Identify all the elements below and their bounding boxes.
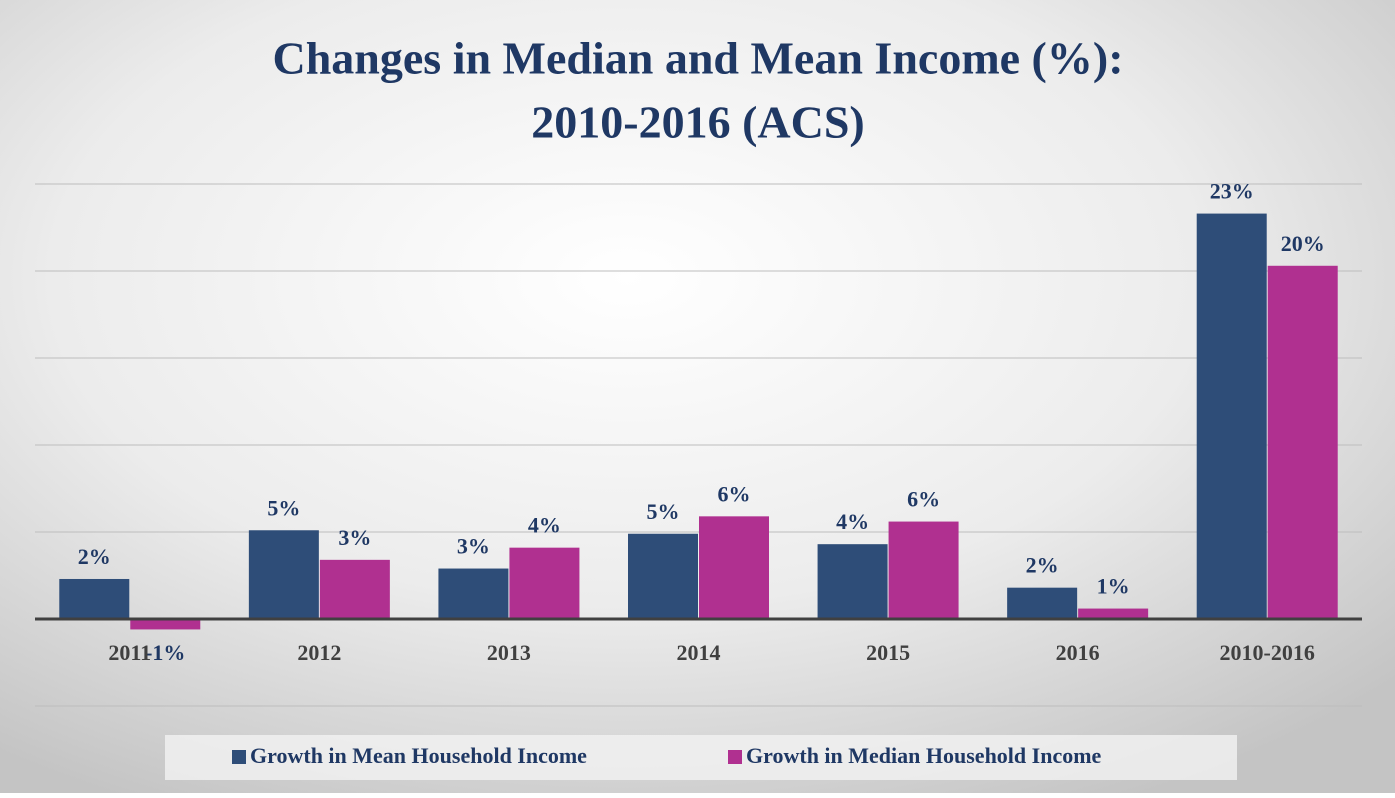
x-tick-label: 2015 <box>866 640 910 665</box>
data-label: 5% <box>647 499 680 524</box>
data-label: 1% <box>1097 574 1130 599</box>
x-tick-label: 2012 <box>297 640 341 665</box>
bar <box>130 619 201 630</box>
chart-subtitle: 2010-2016 (ACS) <box>531 97 864 148</box>
bar <box>59 578 130 619</box>
bar <box>438 568 509 619</box>
data-label: 4% <box>836 509 869 534</box>
x-tick-label: 2013 <box>487 640 531 665</box>
x-tick-label: 2016 <box>1056 640 1100 665</box>
data-label: 2% <box>1026 553 1059 578</box>
x-tick-label: 2010-2016 <box>1220 640 1315 665</box>
legend-swatch <box>728 750 742 764</box>
legend-swatch <box>232 750 246 764</box>
legend-label: Growth in Median Household Income <box>746 743 1102 768</box>
bar <box>509 547 580 619</box>
legend-label: Growth in Mean Household Income <box>250 743 587 768</box>
data-label: 4% <box>528 513 561 538</box>
data-label: 3% <box>457 534 490 559</box>
bar <box>1196 213 1267 619</box>
bar <box>1007 587 1078 619</box>
bar <box>248 530 319 619</box>
x-tick-label: 2011 <box>108 640 151 665</box>
bar <box>628 533 698 619</box>
data-label: 6% <box>718 481 751 506</box>
data-label: 6% <box>907 487 940 512</box>
bar <box>699 516 769 619</box>
data-label: 3% <box>338 525 371 550</box>
data-label: 2% <box>78 544 111 569</box>
bar <box>817 544 888 619</box>
data-label: 20% <box>1281 231 1325 256</box>
data-label: 5% <box>267 495 300 520</box>
bar <box>1078 608 1149 619</box>
data-label: 23% <box>1210 179 1254 204</box>
chart-title: Changes in Median and Mean Income (%): <box>272 33 1123 84</box>
x-tick-label: 2014 <box>677 640 721 665</box>
bar <box>888 521 959 619</box>
bar <box>319 559 390 619</box>
legend-box <box>165 735 1237 780</box>
bar <box>1267 265 1338 619</box>
data-label: -1% <box>145 640 185 665</box>
